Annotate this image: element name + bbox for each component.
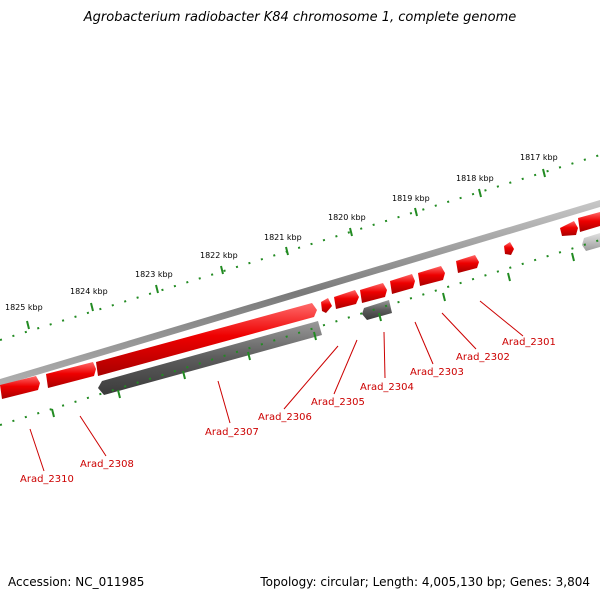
tick-label-1817: 1817 kbp bbox=[520, 153, 558, 162]
gene-label-arad-2310: Arad_2310 bbox=[20, 474, 74, 485]
tick-label-1823: 1823 kbp bbox=[135, 270, 173, 279]
outer-ruler bbox=[0, 154, 600, 341]
gene-arrow-fwd-7 bbox=[390, 274, 415, 294]
gene-label-arad-2305: Arad_2305 bbox=[311, 397, 365, 408]
tick-label-1822: 1822 kbp bbox=[200, 251, 238, 260]
gene-arrow-rev-2 bbox=[362, 300, 392, 320]
gene-arrow-fwd-1 bbox=[0, 376, 40, 399]
gene-labels: Arad_2301 Arad_2302 Arad_2303 Arad_2304 … bbox=[20, 337, 556, 485]
gene-label-arad-2303: Arad_2303 bbox=[410, 367, 464, 378]
outer-major-ticks bbox=[26, 168, 546, 330]
map-title: Agrobacterium radiobacter K84 chromosome… bbox=[83, 10, 517, 25]
gene-arrow-fwd-12 bbox=[578, 212, 600, 232]
gene-label-arad-2304: Arad_2304 bbox=[360, 382, 414, 393]
forward-genes bbox=[0, 212, 600, 399]
tick-label-1821: 1821 kbp bbox=[264, 233, 302, 242]
gene-label-arad-2301: Arad_2301 bbox=[502, 337, 556, 348]
gene-arrow-rev-3 bbox=[582, 233, 600, 251]
gene-label-arad-2307: Arad_2307 bbox=[205, 427, 259, 438]
gene-arrow-fwd-6 bbox=[360, 283, 387, 303]
accession-text: Accession: NC_011985 bbox=[8, 575, 145, 589]
gene-arrow-fwd-11 bbox=[560, 221, 578, 236]
gene-arrow-fwd-3 bbox=[96, 303, 317, 376]
gene-arrow-fwd-4 bbox=[321, 298, 332, 313]
gene-label-arad-2302: Arad_2302 bbox=[456, 352, 510, 363]
topology-text: Topology: circular; Length: 4,005,130 bp… bbox=[260, 575, 590, 589]
gene-label-arad-2306: Arad_2306 bbox=[258, 412, 312, 423]
backbone bbox=[0, 200, 600, 386]
gene-arrow-rev-1 bbox=[98, 321, 322, 395]
reverse-genes bbox=[98, 233, 600, 395]
inner-ruler bbox=[0, 239, 600, 426]
gene-arrow-fwd-8 bbox=[418, 266, 445, 286]
gene-label-arad-2308: Arad_2308 bbox=[80, 459, 134, 470]
label-leaders bbox=[29, 300, 524, 472]
gene-arrow-fwd-2 bbox=[46, 362, 96, 388]
tick-labels: 1817 kbp 1818 kbp 1819 kbp 1820 kbp 1821… bbox=[5, 153, 558, 312]
tick-label-1825: 1825 kbp bbox=[5, 303, 43, 312]
gene-arrow-fwd-5 bbox=[334, 290, 359, 309]
tick-label-1824: 1824 kbp bbox=[70, 287, 108, 296]
tick-label-1820: 1820 kbp bbox=[328, 213, 366, 222]
gene-arrow-fwd-9 bbox=[456, 255, 479, 273]
tick-label-1819: 1819 kbp bbox=[392, 194, 430, 203]
gene-arrow-fwd-10 bbox=[504, 242, 514, 255]
tick-label-1818: 1818 kbp bbox=[456, 174, 494, 183]
